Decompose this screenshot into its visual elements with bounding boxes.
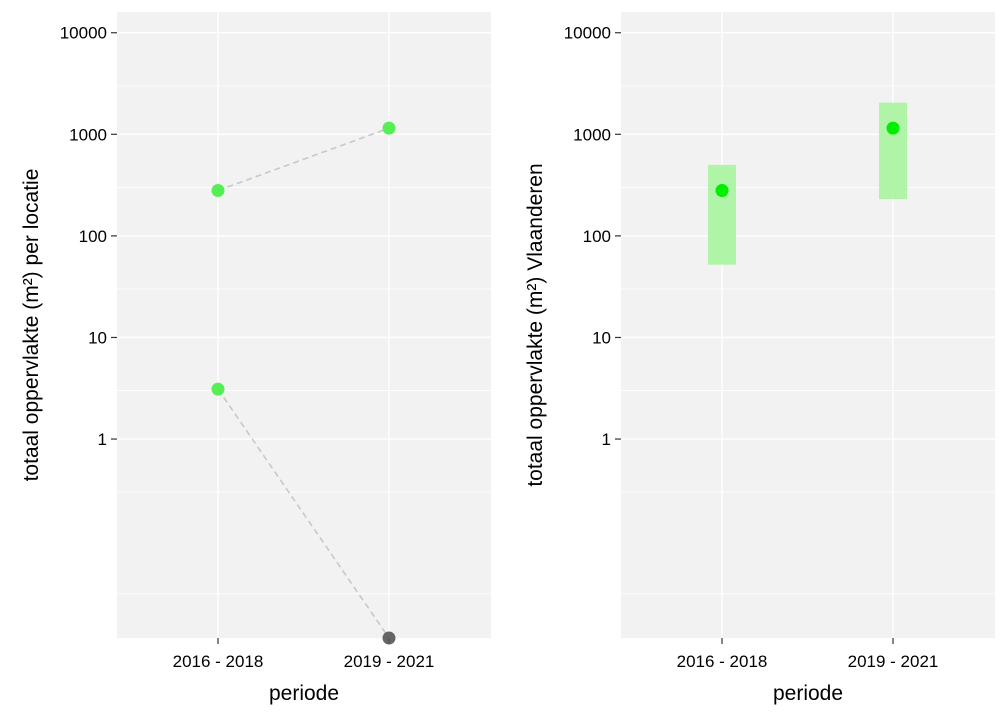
x-tick-label: 2019 - 2021	[344, 652, 435, 671]
panel-right: 1 10 100 1000 10000 2016 - 2018 2019 - 2021 per…	[524, 12, 995, 705]
y-axis-title: totaal oppervlakte (m²) per locatie	[20, 169, 43, 482]
y-tick-label: 10	[88, 328, 107, 347]
y-tick-label: 10000	[564, 24, 611, 43]
y-tick-label: 100	[583, 227, 611, 246]
y-tick-label: 10000	[60, 24, 107, 43]
x-axis-title: periode	[773, 682, 843, 705]
estimate-point	[886, 121, 900, 135]
panel-left: 1 10 100 1000 10000 2016 - 2018 2019 - 2021 per…	[20, 12, 491, 705]
confidence-interval-bar	[879, 102, 907, 200]
y-tick-label: 1	[602, 430, 611, 449]
y-tick-label: 1	[98, 430, 107, 449]
x-tick-label: 2016 - 2018	[677, 652, 768, 671]
data-point	[211, 183, 225, 197]
confidence-interval-bar	[708, 164, 736, 265]
y-axis-title: totaal oppervlakte (m²) Vlaanderen	[524, 163, 547, 486]
estimate-point	[715, 183, 729, 197]
series-connector-line	[217, 388, 390, 639]
series-connector-line	[217, 127, 390, 192]
data-point	[211, 382, 225, 396]
y-tick-label: 10	[592, 328, 611, 347]
x-tick-label: 2016 - 2018	[173, 652, 264, 671]
plot-background	[117, 12, 491, 638]
plot-background	[621, 12, 995, 638]
y-tick-label: 100	[79, 227, 107, 246]
data-point	[382, 121, 396, 135]
x-tick-label: 2019 - 2021	[848, 652, 939, 671]
y-tick-label: 1000	[573, 125, 611, 144]
x-axis-title: periode	[269, 682, 339, 705]
data-point	[382, 631, 396, 645]
y-tick-label: 1000	[69, 125, 107, 144]
